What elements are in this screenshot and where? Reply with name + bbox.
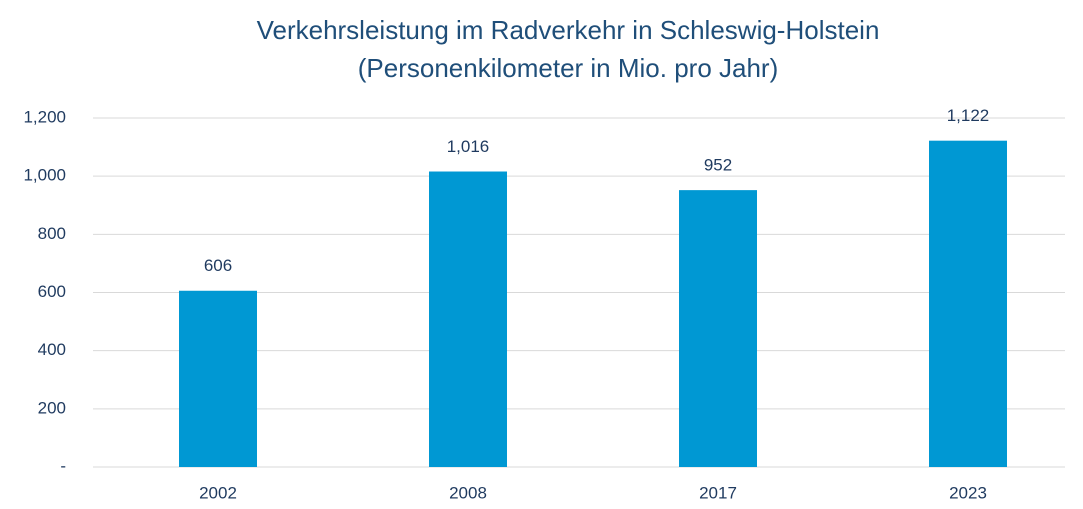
x-tick-label: 2017 — [699, 483, 737, 502]
value-label: 952 — [704, 156, 732, 175]
y-tick-label: 600 — [38, 282, 66, 301]
bar — [429, 171, 507, 467]
bar — [179, 290, 257, 467]
y-tick-label: 800 — [38, 224, 66, 243]
y-tick-label: 1,200 — [23, 107, 66, 126]
value-label: 1,016 — [447, 137, 490, 156]
x-tick-label: 2008 — [449, 483, 487, 502]
x-tick-label: 2023 — [949, 483, 987, 502]
y-tick-label: - — [60, 456, 66, 475]
y-tick-label: 1,000 — [23, 166, 66, 185]
chart-title: Verkehrsleistung im Radverkehr in Schles… — [257, 15, 880, 45]
value-label: 1,122 — [947, 106, 990, 125]
value-label: 606 — [204, 256, 232, 275]
y-tick-label: 200 — [38, 398, 66, 417]
bar — [679, 190, 757, 468]
y-tick-label: 400 — [38, 340, 66, 359]
x-tick-label: 2002 — [199, 483, 237, 502]
chart-subtitle: (Personenkilometer in Mio. pro Jahr) — [358, 53, 779, 83]
bar — [929, 140, 1007, 467]
